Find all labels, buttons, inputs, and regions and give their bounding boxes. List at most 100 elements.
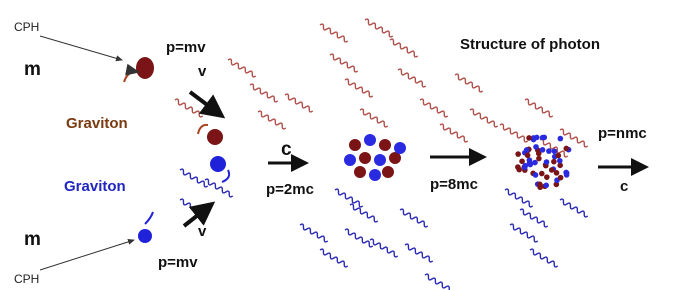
particle — [539, 171, 545, 177]
diagram-title: Structure of photon — [460, 36, 600, 53]
particle — [557, 158, 563, 164]
particle — [364, 134, 376, 146]
particle — [374, 154, 386, 166]
spin-arrow — [198, 125, 208, 134]
wave — [319, 23, 349, 42]
mass-label: m — [24, 229, 41, 250]
particle — [540, 147, 546, 153]
wave — [399, 208, 429, 227]
wave — [529, 248, 559, 267]
momentum-label: p=nmc — [598, 125, 647, 142]
wave — [349, 203, 379, 222]
wave — [499, 123, 529, 142]
cph-arrow — [40, 36, 122, 60]
cph-arrow — [40, 240, 134, 270]
particle — [533, 144, 539, 150]
photon-diagram: CPH m p=mv v Graviton Graviton m CPH v p… — [0, 0, 680, 290]
particle — [369, 169, 381, 181]
particle — [556, 153, 562, 159]
wave — [369, 238, 399, 257]
particle — [563, 146, 569, 152]
mass-label: m — [24, 59, 41, 80]
particle — [543, 183, 549, 189]
wave — [404, 243, 434, 262]
particle — [552, 148, 558, 154]
brown-mass — [136, 57, 154, 79]
particle — [344, 154, 356, 166]
particle — [394, 142, 406, 154]
spin-arrow — [145, 212, 153, 224]
spin-arrow — [124, 72, 138, 82]
brown-particle — [207, 129, 223, 145]
particle — [349, 139, 361, 151]
wave — [559, 198, 589, 217]
particle — [379, 139, 391, 151]
cph-label: CPH — [14, 20, 39, 34]
wave — [524, 98, 554, 117]
particle — [515, 164, 521, 170]
wave — [397, 68, 427, 87]
blue-mass — [138, 229, 152, 243]
particle — [523, 163, 529, 169]
wave — [344, 228, 374, 247]
particle — [525, 153, 531, 159]
particle — [532, 160, 538, 166]
particle — [544, 159, 550, 165]
velocity-label: v — [198, 63, 207, 80]
wave — [509, 223, 539, 242]
velocity-label: v — [198, 223, 207, 240]
particle — [549, 167, 555, 173]
particle — [515, 151, 521, 157]
wave — [559, 128, 589, 147]
momentum-label: p=mv — [158, 254, 198, 271]
particle — [533, 172, 539, 178]
momentum-label: p=mv — [166, 39, 206, 56]
graviton-label: Graviton — [66, 115, 128, 132]
wave — [469, 108, 499, 127]
wave — [504, 188, 534, 207]
wave — [364, 18, 394, 37]
wave — [424, 273, 454, 290]
particle — [546, 148, 552, 154]
wave — [419, 98, 449, 117]
particle — [564, 172, 570, 178]
wave — [179, 168, 209, 187]
wave — [299, 223, 329, 242]
wave — [454, 73, 484, 92]
particle — [524, 147, 530, 153]
wave — [257, 110, 287, 129]
wave — [334, 188, 364, 207]
speed-label: c — [620, 178, 628, 195]
wave — [227, 58, 257, 77]
wave — [284, 93, 314, 112]
wave — [439, 123, 469, 142]
particle-cluster — [344, 134, 406, 181]
momentum-label: p=8mc — [430, 176, 478, 193]
particle — [354, 166, 366, 178]
speed-label: c — [281, 139, 292, 160]
wave — [389, 38, 419, 57]
cph-label: CPH — [14, 272, 39, 286]
particle — [526, 135, 532, 141]
particle — [558, 136, 564, 142]
wave — [359, 108, 389, 127]
wave — [204, 178, 234, 197]
particle — [382, 166, 394, 178]
wave — [249, 83, 279, 102]
spin-arrow — [222, 170, 229, 182]
particle — [359, 152, 371, 164]
graviton-label: Graviton — [64, 178, 126, 195]
momentum-label: p=2mc — [266, 181, 314, 198]
particle — [544, 174, 550, 180]
blue-particle — [210, 156, 226, 172]
wave — [519, 208, 549, 227]
wave — [319, 248, 349, 267]
particle — [554, 170, 560, 176]
particle — [558, 175, 564, 181]
particle — [534, 135, 540, 141]
particle — [537, 184, 543, 190]
particle — [536, 156, 542, 162]
particle — [540, 135, 546, 141]
particle — [551, 159, 557, 165]
wave — [329, 53, 359, 72]
